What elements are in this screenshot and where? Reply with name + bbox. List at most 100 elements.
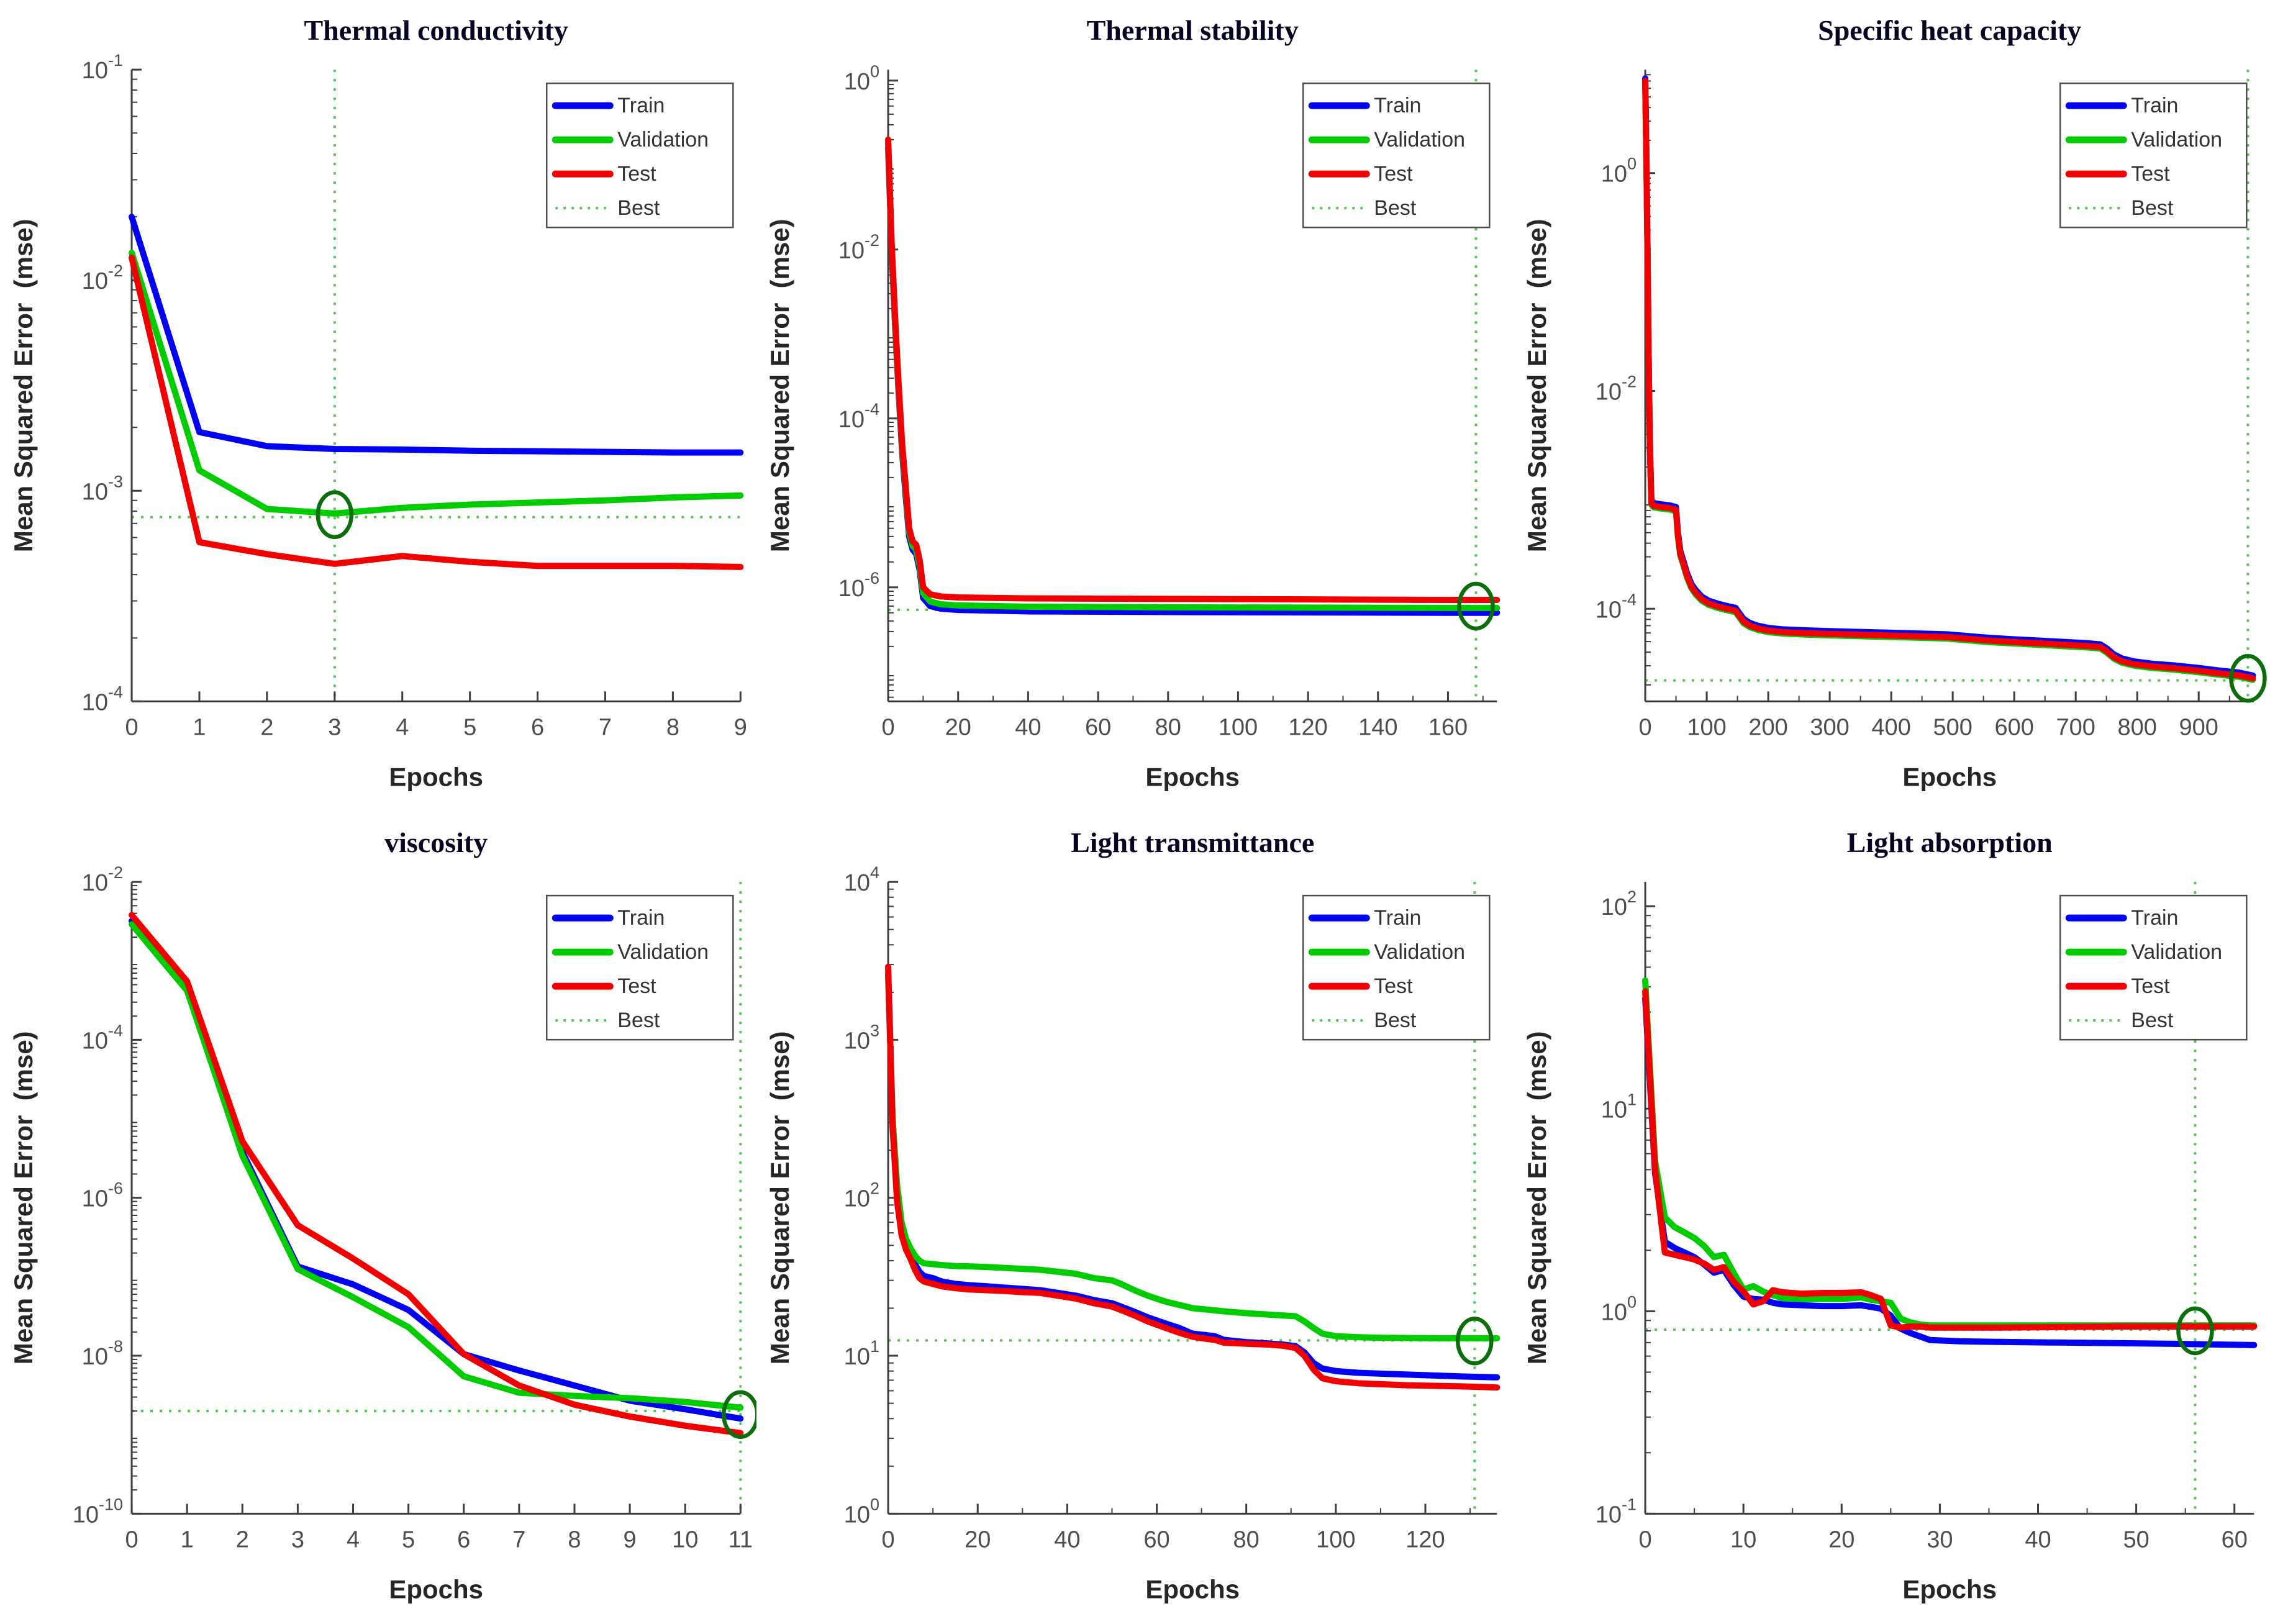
series-test <box>885 963 1500 1390</box>
chart-cell-specific-heat-capacity: 0 100 200 300 400 500 600 700 800 900 100 10-2 10-4 S… <box>1514 0 2270 812</box>
legend-label: Validation <box>2131 128 2222 152</box>
chart-cell-thermal-conductivity: 0 1 2 3 4 5 6 7 8 9 10-1 10-2 10-3 10-4 Thermal conduc… <box>0 0 756 812</box>
x-tick-label: 4 <box>396 714 409 740</box>
x-tick-label: 400 <box>1871 714 1910 740</box>
legend-label: Test <box>2131 974 2170 998</box>
x-tick-label: 50 <box>2123 1526 2149 1553</box>
legend-label: Best <box>2131 196 2174 220</box>
x-tick-label: 6 <box>457 1526 470 1553</box>
series-test <box>129 912 744 1436</box>
x-tick-label: 80 <box>1233 1526 1260 1553</box>
legend: Train Validation Test Best <box>1302 894 1491 1040</box>
legend: Train Validation Test Best <box>1302 82 1491 229</box>
chart-cell-light-transmittance: 0 20 40 60 80 100 120 104 103 102 101 100 Light tran… <box>756 812 1513 1624</box>
x-tick-label: 140 <box>1358 714 1397 740</box>
legend-label: Validation <box>617 128 709 152</box>
chart-title: Thermal stability <box>1087 14 1299 46</box>
x-tick-label: 2 <box>260 714 273 740</box>
performance-chart-thermal-stability: 0 20 40 60 80 100 120 140 160 100 10-2 10-4 10-6 Ther… <box>765 14 1500 791</box>
x-tick-label: 60 <box>1144 1526 1170 1553</box>
y-axis-label: Mean Squared Error (mse) <box>765 219 794 552</box>
x-tick-label: 9 <box>624 1526 637 1553</box>
legend-label: Test <box>1374 974 1414 998</box>
y-tick-label: 100 <box>1600 1292 1636 1325</box>
series-test <box>885 136 1500 604</box>
legend-label: Validation <box>617 940 709 964</box>
x-tick-label: 100 <box>1316 1526 1355 1553</box>
legend-label: Test <box>617 162 656 186</box>
series-test <box>1641 78 2256 682</box>
x-axis-label: Epochs <box>1902 1574 1997 1604</box>
x-axis-label: Epochs <box>1902 762 1997 791</box>
best-marker-circle <box>2228 653 2267 703</box>
legend-label: Best <box>617 1009 660 1032</box>
chart-title: Light absorption <box>1846 827 2052 858</box>
x-axis-label: Epochs <box>1146 1574 1240 1604</box>
y-tick-label: 10-3 <box>82 472 123 505</box>
legend-label: Test <box>617 974 656 998</box>
legend: Train Validation Test Best <box>2059 82 2248 229</box>
x-tick-label: 3 <box>291 1526 304 1553</box>
x-tick-label: 10 <box>672 1526 698 1553</box>
axes <box>130 881 742 1515</box>
y-tick-label: 10-4 <box>838 400 879 433</box>
legend-label: Best <box>1374 1009 1417 1032</box>
series-validation <box>129 249 744 517</box>
legend-label: Best <box>1374 196 1417 220</box>
y-tick-label: 10-6 <box>82 1179 123 1212</box>
performance-chart-light-absorption: 0 10 20 30 40 50 60 102 101 100 10-1 Light absorpti… <box>1522 827 2257 1604</box>
y-axis-label: Mean Squared Error (mse) <box>765 1031 794 1364</box>
x-tick-label: 1 <box>193 714 206 740</box>
x-tick-label: 0 <box>125 1526 138 1553</box>
x-tick-label: 20 <box>945 714 971 740</box>
x-tick-label: 100 <box>1219 714 1258 740</box>
x-tick-label: 30 <box>1927 1526 1953 1553</box>
legend-label: Test <box>1374 162 1414 186</box>
x-tick-label: 8 <box>568 1526 581 1553</box>
x-tick-label: 7 <box>512 1526 525 1553</box>
series-train <box>129 214 744 456</box>
y-axis-label: Mean Squared Error (mse) <box>1522 219 1551 552</box>
y-tick-label: 10-2 <box>82 261 123 294</box>
best-marker-circle <box>1457 581 1496 631</box>
x-tick-label: 160 <box>1428 714 1468 740</box>
y-tick-label: 100 <box>844 1495 879 1528</box>
x-tick-label: 100 <box>1687 714 1726 740</box>
series-train <box>1641 995 2257 1348</box>
x-tick-label: 80 <box>1155 714 1181 740</box>
x-tick-label: 8 <box>666 714 679 740</box>
x-tick-label: 1 <box>181 1526 194 1553</box>
y-tick-label: 10-2 <box>82 863 123 896</box>
y-tick-label: 10-10 <box>73 1495 123 1528</box>
y-tick-label: 103 <box>844 1021 879 1054</box>
series-validation <box>885 973 1500 1341</box>
y-tick-label: 100 <box>844 62 879 95</box>
y-tick-label: 10-6 <box>838 569 879 602</box>
y-tick-label: 10-2 <box>1595 373 1636 406</box>
y-axis-label: Mean Squared Error (mse) <box>9 219 38 552</box>
x-tick-label: 120 <box>1406 1526 1445 1553</box>
legend-label: Train <box>1374 906 1422 930</box>
x-tick-label: 40 <box>1055 1526 1081 1553</box>
x-tick-label: 0 <box>882 714 895 740</box>
x-axis-label: Epochs <box>389 762 483 791</box>
x-tick-label: 0 <box>882 1526 895 1553</box>
best-marker-circle <box>722 1390 757 1439</box>
chart-cell-thermal-stability: 0 20 40 60 80 100 120 140 160 100 10-2 10-4 10-6 Ther… <box>756 0 1513 812</box>
x-tick-label: 3 <box>328 714 341 740</box>
x-tick-label: 40 <box>1015 714 1042 740</box>
x-tick-label: 4 <box>347 1526 360 1553</box>
chart-title: Specific heat capacity <box>1818 14 2081 46</box>
y-tick-label: 10-4 <box>1595 590 1636 623</box>
x-tick-label: 2 <box>236 1526 249 1553</box>
legend-label: Train <box>617 906 665 930</box>
x-tick-label: 5 <box>402 1526 415 1553</box>
x-tick-label: 11 <box>729 1526 753 1553</box>
x-tick-label: 9 <box>734 714 747 740</box>
x-tick-label: 20 <box>1828 1526 1855 1553</box>
y-axis-label: Mean Squared Error (mse) <box>1522 1031 1551 1364</box>
best-marker-circle <box>316 490 354 540</box>
y-axis-label: Mean Squared Error (mse) <box>9 1031 38 1364</box>
best-marker-circle <box>1456 1316 1494 1366</box>
y-tick-label: 10-4 <box>82 1021 123 1054</box>
